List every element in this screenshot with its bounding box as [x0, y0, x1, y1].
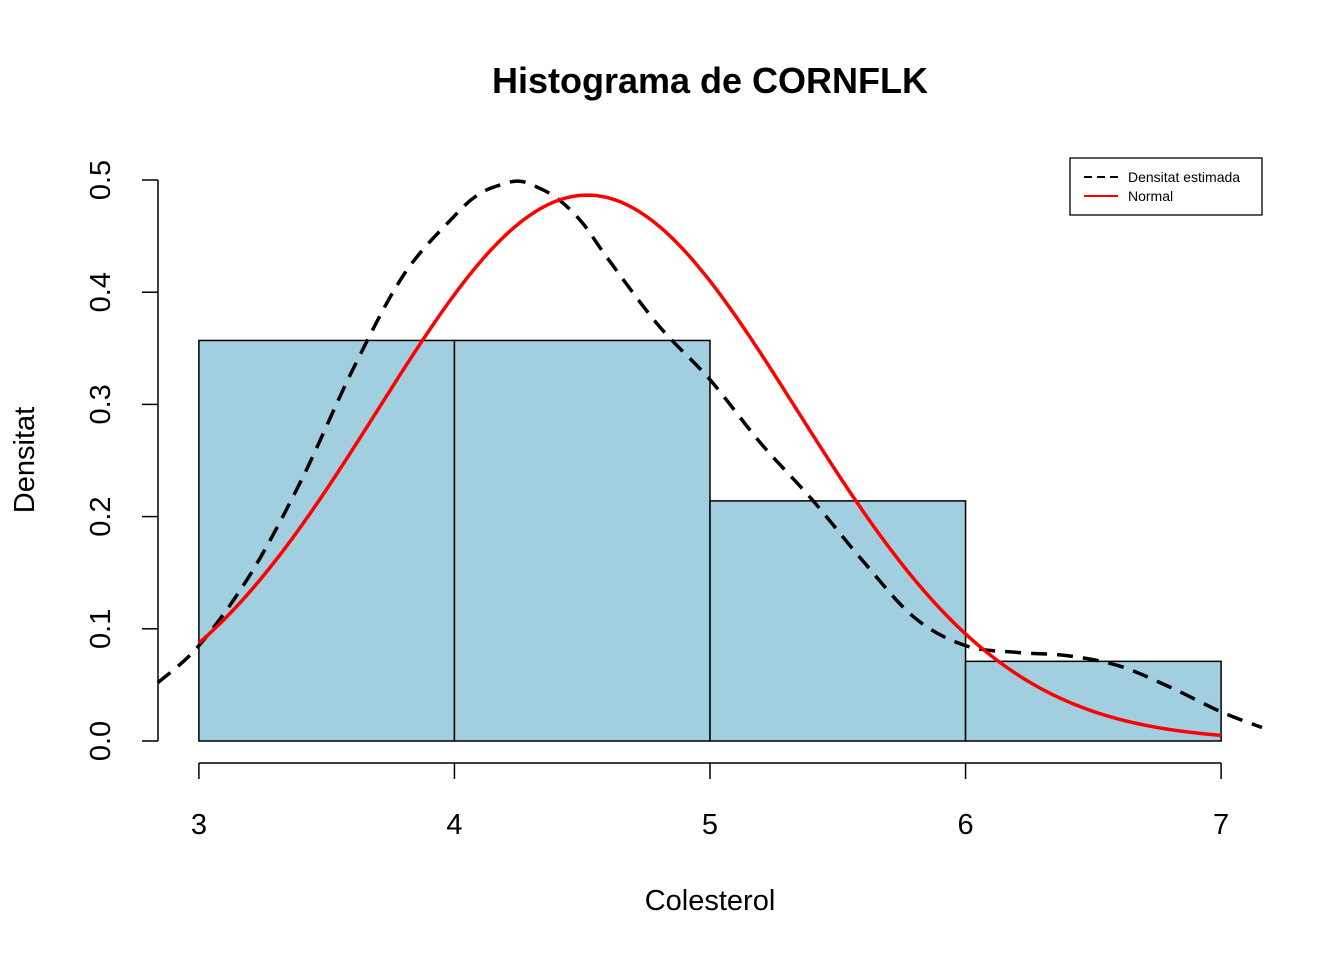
normal-curve — [197, 193, 1222, 738]
legend-label-normal: Normal — [1128, 188, 1173, 204]
y-tick-label-5: 0.5 — [85, 160, 117, 200]
y-tick-label-4: 0.4 — [85, 272, 117, 312]
histogram-bar-1 — [198, 339, 456, 742]
histogram-bar-4 — [964, 660, 1222, 742]
x-axis-label: Colesterol — [645, 885, 776, 917]
y-axis-label: Densitat — [9, 407, 41, 513]
x-tick-label-0: 3 — [191, 809, 207, 841]
y-tick-label-1: 0.1 — [85, 609, 117, 649]
x-tick-label-4: 7 — [1213, 809, 1229, 841]
legend-box — [1069, 157, 1263, 216]
x-tick-label-3: 6 — [957, 809, 973, 841]
legend: Densitat estimada Normal — [1069, 157, 1263, 216]
histogram-bar-3 — [709, 500, 967, 742]
y-tick-label-2: 0.2 — [85, 496, 117, 536]
legend-label-density: Densitat estimada — [1128, 169, 1240, 185]
y-tick-label-3: 0.3 — [85, 384, 117, 424]
curves-layer — [156, 179, 1263, 738]
bars-layer — [198, 339, 1222, 742]
y-axis: 0.0 0.1 0.2 0.3 0.4 0.5 — [85, 160, 159, 761]
x-tick-label-1: 4 — [446, 809, 462, 841]
chart-title: Histograma de CORNFLK — [492, 60, 928, 101]
histogram-bar-2 — [453, 339, 711, 742]
x-tick-label-2: 5 — [702, 809, 718, 841]
x-axis: 3 4 5 6 7 — [191, 762, 1229, 841]
y-tick-label-0: 0.0 — [85, 721, 117, 761]
